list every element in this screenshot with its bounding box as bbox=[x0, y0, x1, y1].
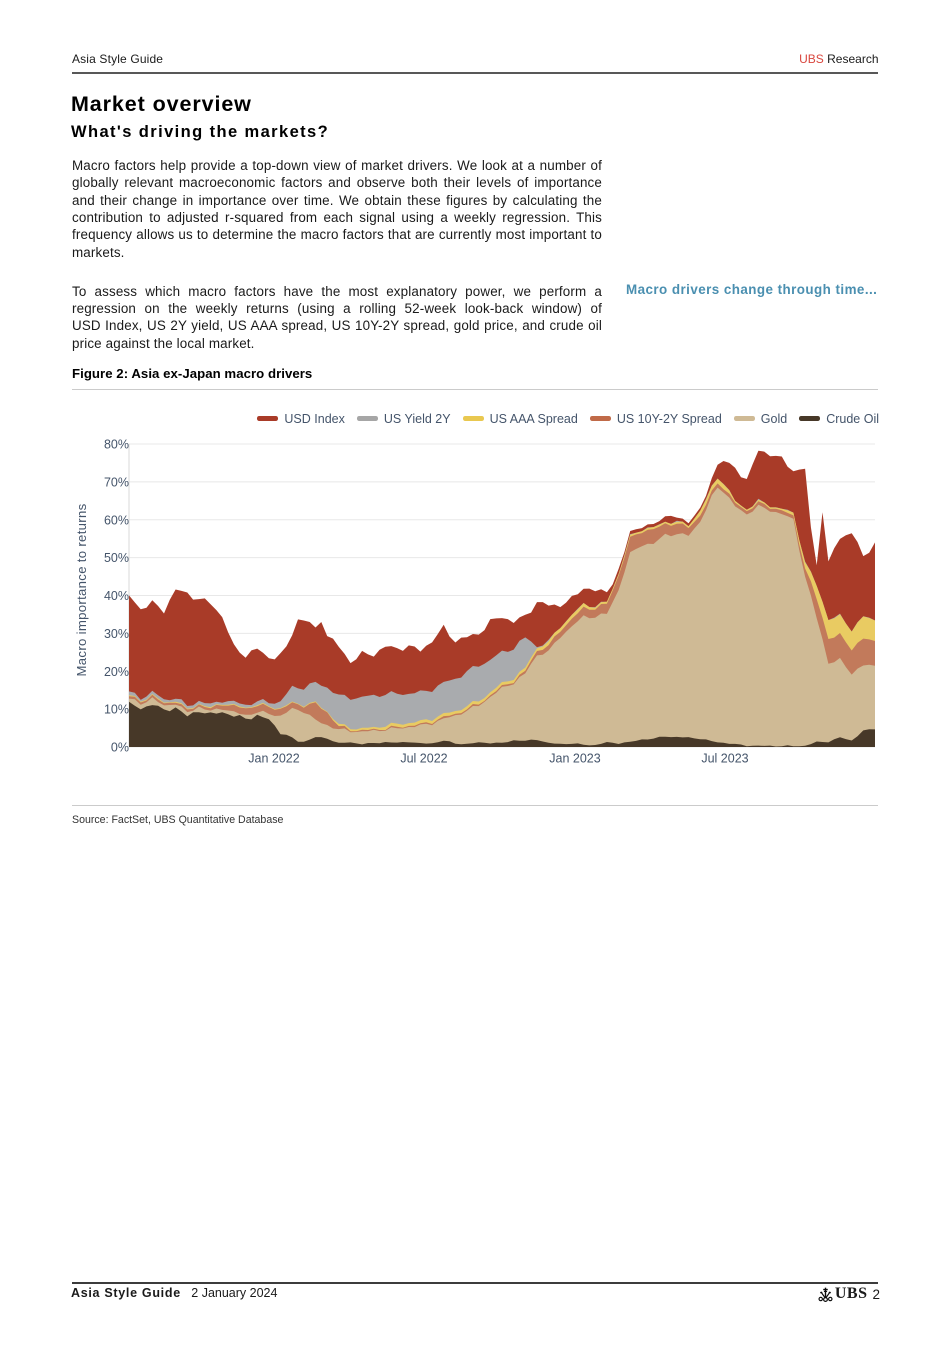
svg-text:Macro importance to returns: Macro importance to returns bbox=[74, 503, 89, 676]
svg-text:60%: 60% bbox=[104, 513, 129, 527]
svg-text:30%: 30% bbox=[104, 627, 129, 641]
svg-text:0%: 0% bbox=[111, 741, 129, 755]
svg-text:Jan 2023: Jan 2023 bbox=[549, 752, 600, 766]
svg-text:40%: 40% bbox=[104, 589, 129, 603]
svg-text:Jul 2023: Jul 2023 bbox=[701, 752, 748, 766]
svg-text:70%: 70% bbox=[104, 475, 129, 489]
svg-text:10%: 10% bbox=[104, 703, 129, 717]
svg-text:80%: 80% bbox=[104, 438, 129, 452]
svg-text:20%: 20% bbox=[104, 665, 129, 679]
svg-text:Jul 2022: Jul 2022 bbox=[400, 752, 447, 766]
svg-text:50%: 50% bbox=[104, 551, 129, 565]
svg-text:Jan 2022: Jan 2022 bbox=[248, 752, 299, 766]
